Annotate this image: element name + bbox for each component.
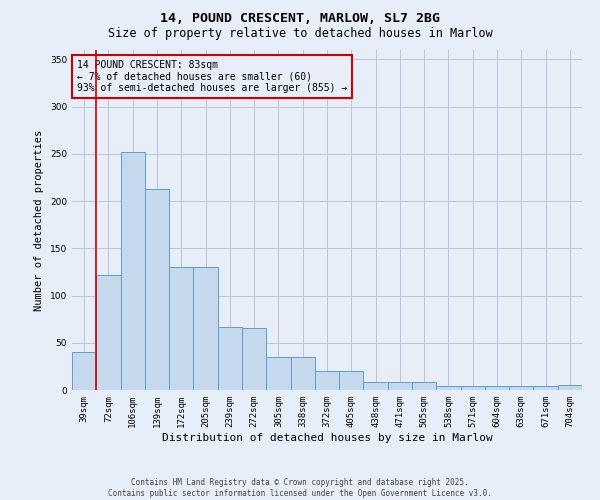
Text: Size of property relative to detached houses in Marlow: Size of property relative to detached ho…	[107, 28, 493, 40]
Bar	[509, 386, 533, 390]
Bar	[169, 267, 193, 390]
Bar	[315, 371, 339, 390]
Bar	[485, 386, 509, 390]
Bar	[533, 386, 558, 390]
Text: Contains HM Land Registry data © Crown copyright and database right 2025.
Contai: Contains HM Land Registry data © Crown c…	[108, 478, 492, 498]
Bar	[388, 382, 412, 390]
Bar	[121, 152, 145, 390]
Bar	[412, 382, 436, 390]
X-axis label: Distribution of detached houses by size in Marlow: Distribution of detached houses by size …	[161, 432, 493, 442]
Text: 14 POUND CRESCENT: 83sqm
← 7% of detached houses are smaller (60)
93% of semi-de: 14 POUND CRESCENT: 83sqm ← 7% of detache…	[77, 60, 347, 94]
Bar	[193, 267, 218, 390]
Bar	[266, 357, 290, 390]
Bar	[558, 386, 582, 390]
Bar	[436, 386, 461, 390]
Bar	[145, 189, 169, 390]
Text: 14, POUND CRESCENT, MARLOW, SL7 2BG: 14, POUND CRESCENT, MARLOW, SL7 2BG	[160, 12, 440, 26]
Bar	[242, 328, 266, 390]
Bar	[461, 386, 485, 390]
Bar	[96, 275, 121, 390]
Bar	[364, 382, 388, 390]
Bar	[290, 357, 315, 390]
Bar	[218, 326, 242, 390]
Bar	[72, 352, 96, 390]
Bar	[339, 371, 364, 390]
Y-axis label: Number of detached properties: Number of detached properties	[34, 130, 44, 310]
